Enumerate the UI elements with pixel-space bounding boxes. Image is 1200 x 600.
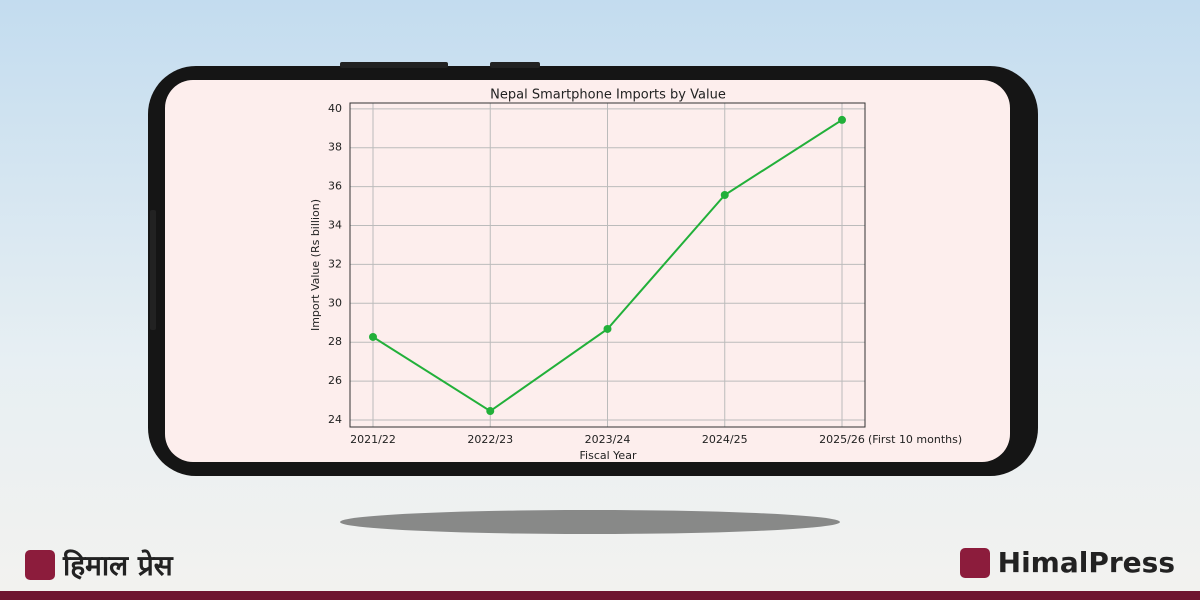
annotation: (First 10 months)	[868, 433, 962, 446]
x-axis-label: Fiscal Year	[580, 449, 637, 462]
x-tick-label: 2024/25	[702, 433, 748, 446]
y-tick-label: 24	[328, 413, 342, 426]
x-tick-label: 2023/24	[585, 433, 631, 446]
x-tick-label: 2021/22	[350, 433, 396, 446]
logo-icon	[25, 550, 55, 580]
phone-button	[490, 62, 540, 68]
phone-shadow	[340, 510, 840, 534]
y-tick-label: 34	[328, 219, 342, 232]
y-tick-label: 36	[328, 180, 342, 193]
brand-text: HimalPress	[997, 546, 1175, 579]
point	[369, 332, 377, 341]
logo-icon	[959, 547, 990, 578]
x-tick-label: 2025/26	[819, 433, 865, 446]
point	[720, 190, 729, 199]
y-tick-label: 32	[328, 257, 342, 270]
y-tick-label: 28	[328, 335, 342, 348]
y-axis-label: Import Value (Rs billion)	[309, 199, 322, 331]
plot-frame	[349, 102, 866, 428]
point	[603, 324, 612, 333]
y-tick-label: 30	[328, 296, 342, 309]
brand-left: हिमाल प्रेस	[25, 546, 173, 584]
chart-title: Nepal Smartphone Imports by Value	[490, 88, 726, 103]
phone-button	[150, 210, 156, 330]
phone-screen	[165, 80, 1010, 462]
point	[486, 407, 495, 416]
x-tick-label: 2022/23	[467, 433, 513, 446]
phone-button	[340, 62, 448, 68]
y-tick-label: 40	[328, 102, 342, 115]
brand-right: HimalPress	[959, 546, 1175, 579]
y-tick-label: 38	[328, 141, 342, 154]
y-tick-label: 26	[328, 374, 342, 387]
brand-text: हिमाल प्रेस	[63, 549, 173, 582]
point	[838, 115, 846, 124]
bottom-strip	[0, 591, 1200, 600]
